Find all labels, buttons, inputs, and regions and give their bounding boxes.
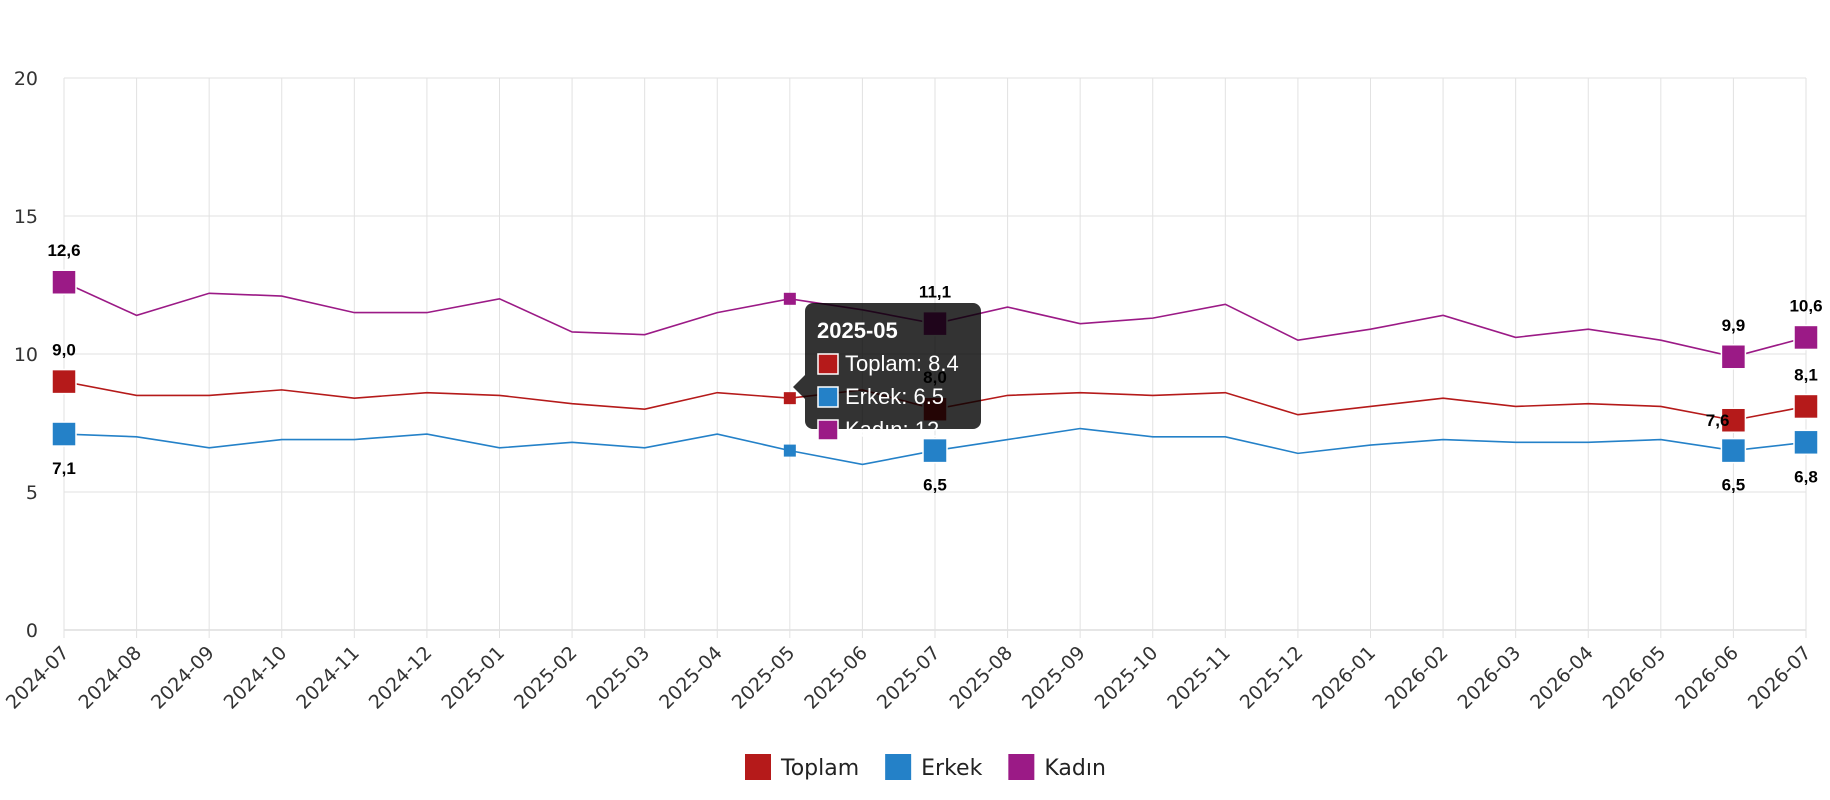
- x-tick-label: 2026-01: [1308, 642, 1380, 714]
- tooltip-swatch: [817, 419, 839, 441]
- data-label: 7,6: [1706, 411, 1730, 430]
- x-tick-label: 2025-01: [437, 642, 509, 714]
- data-label: 6,5: [923, 476, 947, 495]
- data-point: [51, 269, 77, 295]
- x-tick-label: 2026-02: [1381, 642, 1453, 714]
- data-label: 7,1: [52, 459, 76, 478]
- tooltip: 2025-05 Toplam: 8.4 Erkek: 6.5 Kadın: 12: [793, 303, 981, 442]
- data-point: [1793, 429, 1819, 456]
- data-label: 6,5: [1722, 476, 1746, 495]
- tooltip-line: Erkek: 6.5: [845, 384, 944, 409]
- x-tick-label: 2025-11: [1163, 642, 1235, 714]
- x-tick-label: 2024-09: [147, 642, 219, 714]
- x-tick-label: 2024-11: [292, 642, 364, 714]
- legend-swatch-erkek: [885, 754, 912, 780]
- tooltip-line: Kadın: 12: [845, 417, 939, 442]
- x-tick-label: 2024-07: [2, 642, 74, 714]
- x-tick-label: 2024-12: [365, 642, 437, 714]
- data-point: [922, 437, 948, 464]
- y-tick-label: 10: [14, 344, 38, 366]
- tooltip-box: [805, 303, 981, 429]
- legend-label: Toplam: [780, 756, 859, 781]
- y-tick-label: 15: [14, 206, 38, 228]
- hover-point: [783, 392, 796, 405]
- x-tick-label: 2024-08: [74, 642, 146, 714]
- data-point: [1793, 393, 1819, 420]
- tooltip-swatch: [817, 386, 839, 408]
- data-label: 8,1: [1794, 365, 1818, 384]
- data-label: 9,9: [1722, 316, 1746, 335]
- x-tick-label: 2025-12: [1236, 642, 1308, 714]
- y-tick-label: 5: [26, 482, 38, 504]
- x-tick-label: 2025-08: [945, 642, 1017, 714]
- tooltip-title: 2025-05: [817, 318, 898, 343]
- x-tick-label: 2024-10: [220, 642, 292, 714]
- data-label: 12,6: [47, 241, 80, 260]
- tooltip-line: Toplam: 8.4: [845, 351, 959, 376]
- tooltip-caret: [793, 375, 805, 399]
- data-label: 10,6: [1789, 296, 1822, 315]
- x-tick-label: 2026-06: [1671, 642, 1743, 714]
- x-tick-label: 2026-03: [1454, 642, 1526, 714]
- x-tick-label: 2026-07: [1744, 642, 1816, 714]
- hover-point: [783, 292, 796, 305]
- legend-label: Erkek: [921, 756, 982, 781]
- legend-swatch-kadın: [1008, 754, 1035, 780]
- x-tick-label: 2025-04: [655, 642, 727, 714]
- x-tick-label: 2025-06: [800, 642, 872, 714]
- data-point: [1720, 407, 1747, 433]
- x-tick-label: 2025-03: [583, 642, 655, 714]
- y-tick-label: 20: [14, 68, 38, 90]
- x-tick-label: 2025-10: [1091, 642, 1163, 714]
- legend-swatch-toplam: [745, 754, 771, 780]
- legend-label: Kadın: [1044, 756, 1106, 781]
- data-label: 11,1: [919, 283, 951, 302]
- data-point: [1720, 344, 1747, 370]
- data-point: [51, 421, 77, 447]
- tooltip-swatch: [817, 353, 839, 375]
- y-tick-label: 0: [26, 620, 38, 642]
- x-tick-label: 2025-07: [873, 642, 945, 714]
- data-point: [51, 368, 77, 395]
- data-label: 6,8: [1794, 467, 1818, 486]
- x-tick-label: 2025-02: [510, 642, 582, 714]
- x-tick-label: 2026-05: [1599, 642, 1671, 714]
- x-tick-label: 2025-09: [1018, 642, 1090, 714]
- data-label: 9,0: [52, 341, 76, 360]
- hover-point: [783, 444, 796, 457]
- data-point: [1793, 324, 1819, 351]
- legend: Toplam Erkek Kadın: [745, 754, 1106, 781]
- x-tick-label: 2025-05: [728, 642, 800, 714]
- x-tick-label: 2026-04: [1526, 642, 1598, 714]
- data-point: [1720, 437, 1747, 464]
